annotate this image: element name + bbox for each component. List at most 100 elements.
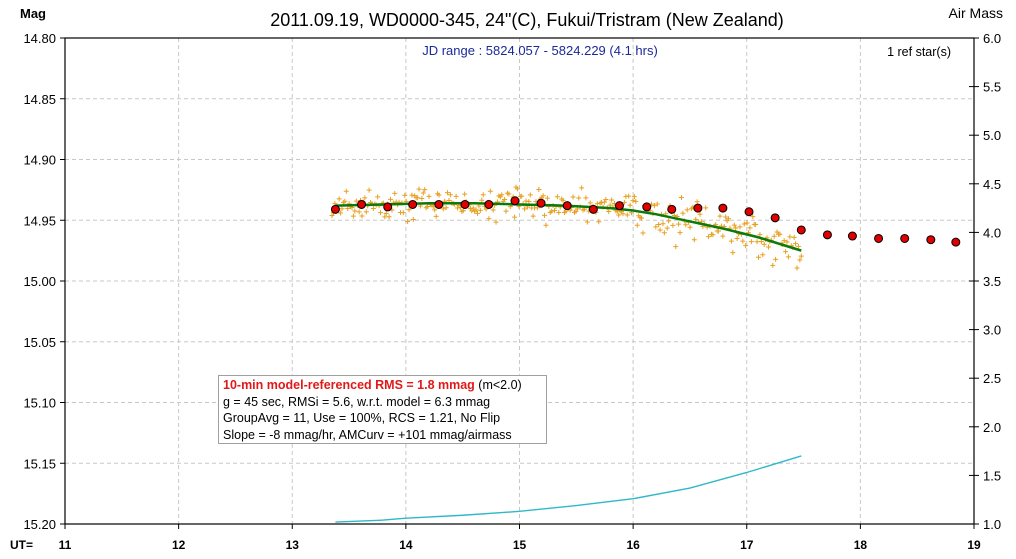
measurement-point: [530, 213, 536, 219]
measurement-point: [420, 190, 426, 196]
measurement-point: [343, 188, 349, 194]
measurement-point: [706, 234, 712, 240]
measurement-point: [540, 193, 546, 199]
stats-box: 10-min model-referenced RMS = 1.8 mmag (…: [218, 375, 547, 444]
measurement-point: [443, 205, 449, 211]
measurement-point: [740, 238, 746, 244]
measurement-point: [436, 192, 442, 198]
measurement-point: [426, 193, 432, 199]
y2-tick-label: 6.0: [983, 31, 1001, 46]
group-average-point: [357, 199, 367, 209]
measurement-point: [630, 198, 636, 204]
x-tick-label: 11: [59, 538, 72, 552]
x-tick-label: 17: [740, 538, 754, 552]
measurement-point: [606, 209, 612, 215]
stats-line-1: 10-min model-referenced RMS = 1.8 mmag (…: [223, 377, 542, 394]
measurement-point: [683, 222, 689, 228]
group-average-point: [718, 203, 728, 213]
measurement-point: [750, 214, 756, 220]
measurement-point: [781, 238, 787, 244]
measurement-point: [626, 193, 632, 199]
measurement-point: [609, 197, 615, 203]
measurement-point: [362, 195, 368, 201]
group-average-point: [536, 198, 546, 208]
measurement-point: [382, 214, 388, 220]
measurement-point: [687, 224, 693, 230]
measurement-point: [594, 201, 600, 207]
measurement-point: [741, 221, 747, 227]
measurement-point: [754, 239, 760, 245]
group-average-point: [614, 201, 624, 211]
measurement-point: [560, 197, 566, 203]
y2-tick-label: 3.5: [983, 274, 1001, 289]
jd-range-annotation: JD range : 5824.057 - 5824.229 (4.1 hrs): [422, 43, 658, 58]
measurement-point: [470, 205, 476, 211]
measurement-point: [770, 262, 776, 268]
measurement-point: [573, 208, 579, 214]
measurement-point: [661, 230, 667, 236]
chart-title: 2011.09.19, WD0000-345, 24"(C), Fukui/Tr…: [270, 10, 784, 30]
model-fit-line: [335, 201, 802, 252]
measurement-point: [694, 199, 700, 205]
y2-tick-label: 2.5: [983, 371, 1001, 386]
measurement-point: [765, 244, 771, 250]
measurement-point: [338, 210, 344, 216]
measurement-point: [445, 190, 451, 196]
measurement-point: [717, 213, 723, 219]
measurement-point: [654, 201, 660, 207]
measurement-point: [493, 219, 499, 225]
grid-lines: [65, 38, 974, 524]
measurement-point: [526, 198, 532, 204]
measurement-point: [773, 256, 779, 262]
measurement-point: [336, 196, 342, 202]
group-average-point: [588, 204, 598, 214]
measurement-point: [747, 225, 753, 231]
measurement-point: [680, 210, 686, 216]
group-average-point: [693, 203, 703, 213]
x-tick-label: 14: [399, 538, 413, 552]
measurement-point: [486, 216, 492, 222]
measurement-point: [542, 212, 548, 218]
measurement-point: [678, 195, 684, 201]
y-tick-label: 14.90: [23, 153, 56, 168]
measurement-point: [666, 218, 672, 224]
y2-tick-label: 5.5: [983, 80, 1001, 95]
measurement-point: [416, 186, 422, 192]
measurement-point: [383, 210, 389, 216]
measurement-point: [473, 207, 479, 213]
measurement-point: [761, 241, 767, 247]
measurement-point: [487, 188, 493, 194]
measurement-point: [673, 244, 679, 250]
measurement-point: [684, 207, 690, 213]
measurement-point: [620, 211, 626, 217]
model-fit-layer: [335, 201, 802, 252]
group-average-point: [926, 235, 936, 245]
group-average-point: [460, 199, 470, 209]
measurement-point: [409, 192, 415, 198]
measurement-point: [731, 222, 737, 228]
measurement-point: [433, 213, 439, 219]
measurement-point: [693, 216, 699, 222]
measurement-point: [657, 227, 663, 233]
group-average-point: [770, 213, 780, 223]
y2-tick-label: 3.0: [983, 323, 1001, 338]
airmass-layer: [335, 455, 802, 523]
measurement-point: [634, 222, 640, 228]
x-tick-label: 13: [286, 538, 300, 552]
measurement-point: [339, 206, 345, 212]
measurement-point: [440, 206, 446, 212]
measurement-point: [392, 190, 398, 196]
measurement-point: [514, 186, 520, 192]
measurement-point: [576, 195, 582, 201]
y-tick-label: 15.20: [23, 517, 56, 532]
individual-points: [329, 184, 804, 271]
measurement-point: [556, 210, 562, 216]
measurement-point: [640, 230, 646, 236]
measurement-point: [406, 207, 412, 213]
ref-stars-annotation: 1 ref star(s): [887, 45, 951, 59]
x-tick-label: 15: [513, 538, 527, 552]
measurement-point: [734, 235, 740, 241]
x-tick-label: 12: [172, 538, 186, 552]
measurement-point: [755, 254, 761, 260]
group-average-point: [562, 201, 572, 211]
